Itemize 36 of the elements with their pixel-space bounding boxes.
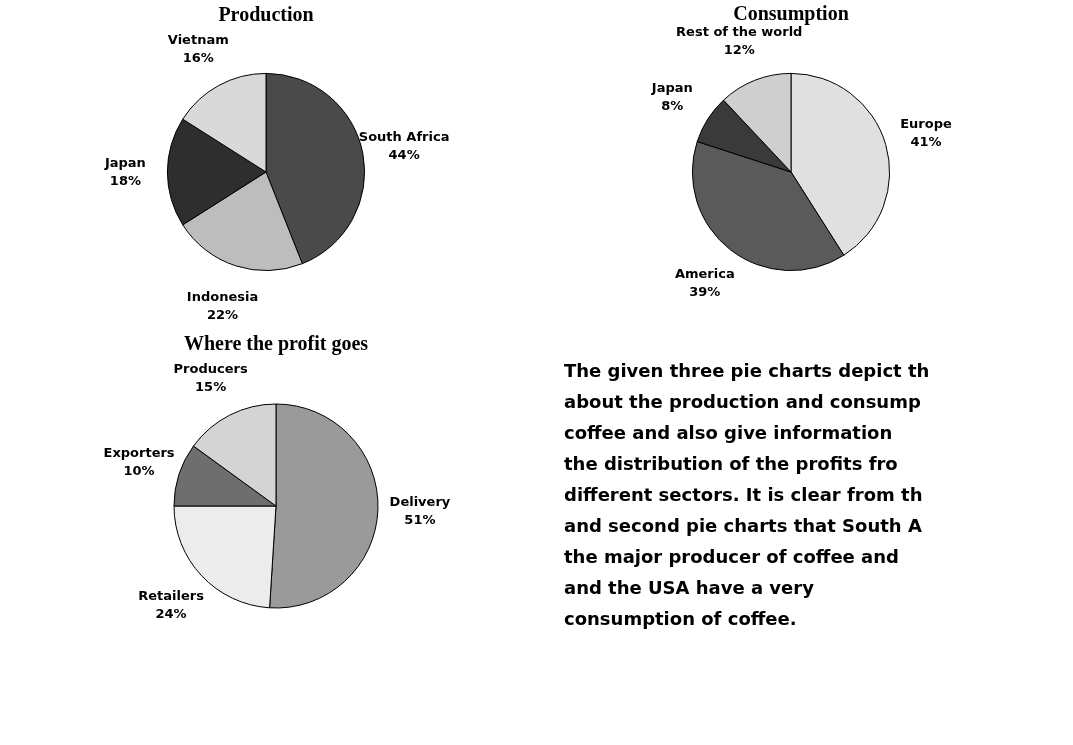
- data-label: 16%: [182, 49, 214, 65]
- data-label: 24%: [155, 605, 187, 621]
- text: and the USA have a very: [564, 577, 815, 599]
- data-label: 8%: [661, 97, 684, 113]
- data-label: 15%: [195, 378, 227, 394]
- text: The given three pie charts depict th: [564, 359, 930, 381]
- slice-label: Retailers: [138, 587, 205, 603]
- slice-label: Europe: [900, 115, 952, 131]
- chart-title: Production: [218, 3, 314, 25]
- data-label: 12%: [723, 42, 755, 58]
- text: consumption of coffee.: [564, 608, 797, 630]
- slice-label: Japan: [103, 155, 146, 170]
- chart-title: Consumption: [733, 2, 849, 26]
- text: the major producer of coffee and: [564, 546, 899, 568]
- data-label: 22%: [206, 306, 239, 322]
- slice-label: Indonesia: [186, 288, 259, 304]
- text: and second pie charts that South A: [564, 515, 922, 537]
- text: coffee and also give information: [564, 421, 893, 443]
- slice-label: Exporters: [103, 444, 175, 460]
- text: about the production and consump: [564, 390, 921, 412]
- slice-label: Producers: [173, 360, 248, 376]
- text: the distribution of the profits fro: [564, 452, 898, 474]
- text: different sectors. It is clear from th: [564, 484, 923, 505]
- slice-label: Delivery: [389, 493, 451, 509]
- data-label: 39%: [689, 284, 721, 300]
- slice-label: Japan: [650, 79, 693, 95]
- data-label: 51%: [404, 511, 436, 527]
- data-label: 41%: [910, 133, 942, 149]
- slice-label: Rest of the world: [676, 24, 803, 40]
- slice-label: America: [674, 266, 735, 282]
- data-label: 44%: [388, 146, 420, 162]
- slice-label: Vietnam: [167, 31, 229, 47]
- chart-title: Where the profit goes: [183, 332, 369, 355]
- data-label: 10%: [123, 462, 155, 478]
- slice-label: South Africa: [358, 128, 450, 144]
- data-label: 18%: [109, 173, 141, 188]
